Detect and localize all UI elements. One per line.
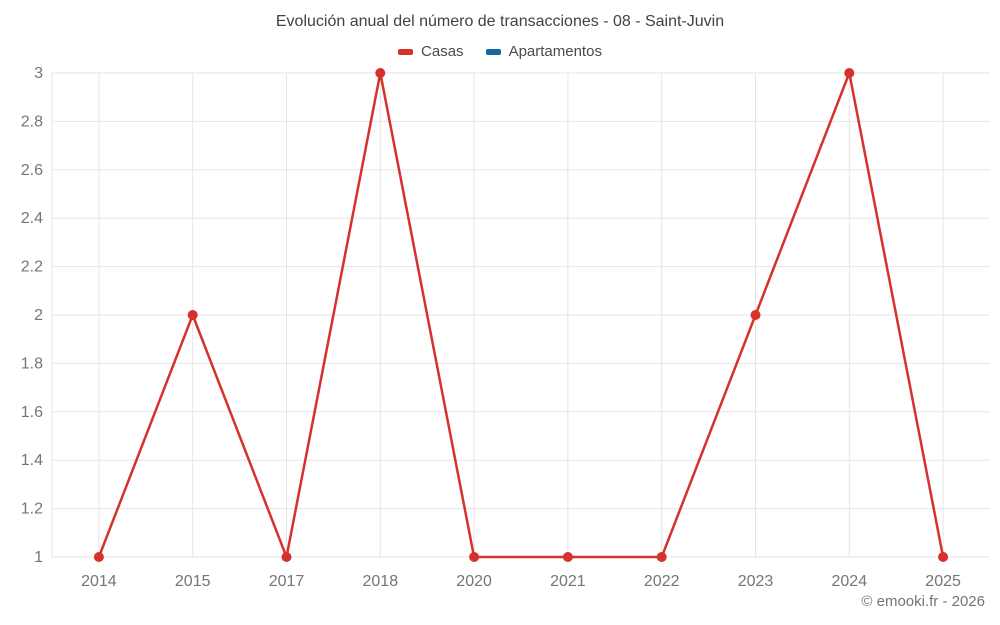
data-point-marker [750, 310, 761, 320]
x-axis-tick-label: 2021 [550, 573, 586, 590]
legend-item-casas[interactable]: Casas [398, 43, 464, 60]
data-point-marker [844, 68, 855, 78]
x-axis-tick-label: 2015 [175, 573, 211, 590]
data-point-marker [281, 552, 292, 562]
y-axis-tick-label: 3 [34, 65, 43, 82]
chart-title: Evolución anual del número de transaccio… [275, 13, 725, 30]
x-axis-tick-label: 2022 [644, 573, 680, 590]
data-point-marker [562, 552, 573, 562]
data-point-marker [93, 552, 104, 562]
y-axis-tick-label: 1.6 [21, 404, 43, 421]
y-axis-tick-label: 1.8 [21, 355, 43, 372]
x-axis-tick-label: 2025 [925, 573, 961, 590]
series-line-casas [97, 71, 945, 559]
apartamentos-series-swatch-icon [485, 48, 501, 55]
casas-series-swatch-icon [398, 48, 414, 55]
data-point-marker [938, 552, 949, 562]
data-point-marker [469, 552, 480, 562]
legend-item-apartamentos[interactable]: Apartamentos [485, 43, 602, 60]
y-axis-tick-label: 2.8 [21, 113, 43, 130]
data-point-marker [375, 68, 386, 78]
chart-legend: Casas Apartamentos [0, 43, 1000, 60]
y-axis-tick-label: 2.2 [21, 259, 43, 276]
x-axis-tick-label: 2023 [738, 573, 774, 590]
x-axis-tick-label: 2014 [81, 573, 117, 590]
y-axis-tick-label: 2 [34, 307, 43, 324]
x-axis-tick-label: 2020 [456, 573, 492, 590]
data-point-marker [656, 552, 667, 562]
y-axis-tick-label: 1.2 [21, 501, 43, 518]
x-axis-tick-label: 2018 [363, 573, 399, 590]
y-axis-tick-label: 2.6 [21, 162, 43, 179]
y-axis-tick-label: 1 [34, 549, 43, 566]
x-axis-tick-label: 2024 [832, 573, 868, 590]
data-point-marker [187, 310, 198, 320]
legend-label-casas: Casas [421, 43, 464, 60]
legend-label-apartamentos: Apartamentos [508, 43, 602, 60]
y-axis-tick-label: 1.4 [21, 452, 43, 469]
y-axis-tick-label: 2.4 [21, 210, 43, 227]
x-axis-tick-label: 2017 [269, 573, 305, 590]
credit-text: © emooki.fr - 2026 [861, 593, 985, 610]
